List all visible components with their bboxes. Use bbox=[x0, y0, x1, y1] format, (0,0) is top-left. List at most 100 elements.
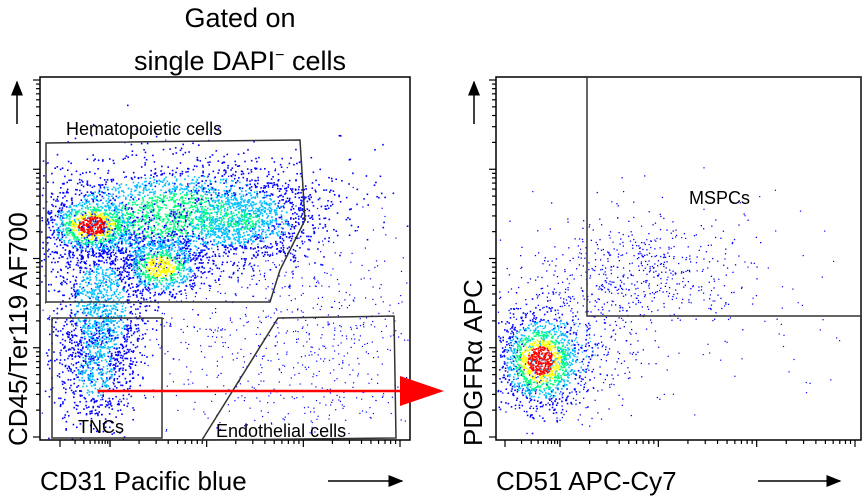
event-dot bbox=[162, 219, 165, 222]
event-dot bbox=[104, 183, 107, 186]
event-dot bbox=[64, 249, 67, 251]
event-dot bbox=[70, 212, 73, 215]
event-dot bbox=[91, 192, 93, 195]
event-dot bbox=[258, 207, 260, 210]
event-dot bbox=[113, 203, 115, 205]
event-dot bbox=[211, 199, 214, 202]
event-dot bbox=[171, 187, 174, 190]
event-dot bbox=[50, 192, 53, 195]
event-dot bbox=[265, 202, 268, 205]
event-dot bbox=[213, 208, 215, 211]
event-dot bbox=[181, 249, 183, 252]
event-dot bbox=[62, 191, 64, 194]
event-dot bbox=[139, 249, 142, 251]
event-dot bbox=[161, 245, 164, 247]
event-dot bbox=[288, 224, 291, 227]
event-dot bbox=[103, 244, 106, 246]
event-dot bbox=[204, 205, 207, 208]
event-dot bbox=[252, 204, 254, 206]
event-dot bbox=[235, 171, 237, 173]
event-dot bbox=[205, 191, 208, 193]
event-dot bbox=[237, 240, 240, 243]
event-dot bbox=[85, 224, 87, 227]
event-dot bbox=[82, 172, 84, 174]
event-dot bbox=[228, 200, 230, 202]
event-dot bbox=[264, 253, 266, 256]
event-dot bbox=[105, 248, 108, 250]
event-dot bbox=[109, 206, 111, 209]
event-dot bbox=[269, 204, 271, 207]
event-dot bbox=[129, 242, 132, 245]
event-dot bbox=[95, 307, 98, 309]
event-dot bbox=[119, 223, 122, 226]
event-dot bbox=[182, 270, 185, 272]
event-dot bbox=[177, 216, 179, 218]
event-dot bbox=[237, 229, 239, 231]
event-dot bbox=[130, 255, 133, 257]
event-dot bbox=[120, 242, 123, 245]
event-dot bbox=[149, 205, 151, 208]
event-dot bbox=[181, 196, 184, 199]
event-dot bbox=[161, 220, 164, 223]
event-dot bbox=[97, 221, 100, 223]
event-dot bbox=[233, 262, 236, 264]
event-dot bbox=[244, 261, 246, 264]
event-dot bbox=[311, 182, 314, 184]
event-dot bbox=[122, 266, 125, 268]
event-dot bbox=[72, 229, 74, 231]
event-dot bbox=[280, 206, 283, 208]
event-dot bbox=[146, 231, 149, 234]
event-dot bbox=[154, 250, 156, 253]
event-dot bbox=[202, 187, 205, 189]
event-dot bbox=[105, 213, 108, 216]
event-dot bbox=[137, 241, 139, 243]
event-dot bbox=[144, 286, 146, 289]
event-dot bbox=[70, 213, 73, 216]
event-dot bbox=[123, 220, 126, 223]
event-dot bbox=[250, 226, 253, 228]
event-dot bbox=[248, 217, 251, 219]
event-dot bbox=[309, 240, 312, 242]
event-dot bbox=[215, 264, 217, 267]
event-dot bbox=[204, 187, 207, 189]
event-dot bbox=[105, 223, 108, 226]
event-dot bbox=[127, 220, 129, 223]
event-dot bbox=[73, 238, 75, 240]
event-dot bbox=[244, 206, 247, 208]
event-dot bbox=[171, 169, 174, 172]
event-dot bbox=[236, 233, 239, 235]
event-dot bbox=[154, 173, 157, 175]
event-dot bbox=[210, 183, 212, 185]
event-dot bbox=[136, 245, 139, 247]
event-dot bbox=[314, 262, 316, 264]
event-dot bbox=[255, 212, 258, 215]
event-dot bbox=[190, 248, 192, 251]
event-dot bbox=[56, 153, 59, 156]
event-dot bbox=[89, 184, 91, 187]
event-dot bbox=[141, 232, 144, 234]
event-dot bbox=[318, 241, 320, 244]
event-dot bbox=[155, 275, 158, 278]
event-dot bbox=[310, 156, 313, 159]
event-dot bbox=[99, 216, 101, 218]
event-dot bbox=[87, 229, 89, 232]
event-dot bbox=[191, 285, 193, 287]
event-dot bbox=[299, 207, 302, 209]
event-dot bbox=[210, 221, 213, 224]
event-dot bbox=[155, 266, 157, 269]
event-dot bbox=[115, 225, 118, 228]
event-dot bbox=[182, 226, 185, 228]
event-dot bbox=[184, 219, 187, 221]
event-dot bbox=[156, 248, 159, 250]
event-dot bbox=[200, 175, 203, 177]
event-dot bbox=[78, 227, 81, 229]
event-dot bbox=[136, 246, 138, 248]
event-dot bbox=[52, 205, 54, 207]
event-dot bbox=[96, 203, 99, 205]
event-dot bbox=[170, 266, 173, 269]
event-dot bbox=[129, 193, 132, 195]
event-dot bbox=[188, 270, 190, 273]
event-dot bbox=[202, 166, 204, 168]
event-dot bbox=[47, 255, 50, 258]
event-dot bbox=[86, 224, 88, 226]
